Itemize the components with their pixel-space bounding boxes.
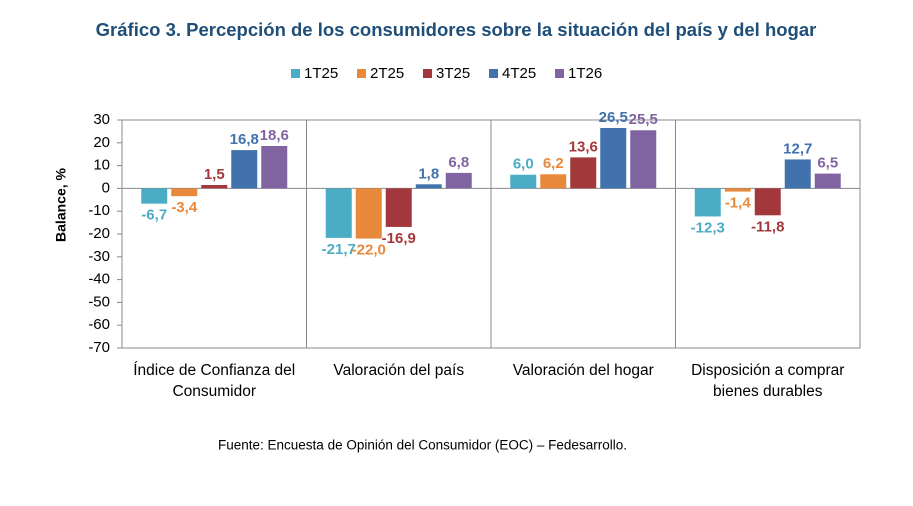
data-label: 6,8 bbox=[448, 154, 469, 171]
y-tick-label: -20 bbox=[88, 225, 110, 242]
y-tick-label: -10 bbox=[88, 202, 110, 219]
bar bbox=[415, 184, 442, 189]
legend-swatch bbox=[489, 69, 498, 78]
bar bbox=[814, 173, 841, 189]
data-label: 16,8 bbox=[230, 131, 259, 148]
data-label: 12,7 bbox=[783, 140, 812, 157]
data-label: 6,0 bbox=[513, 156, 534, 173]
bar bbox=[600, 127, 627, 189]
y-axis-label: Balance, % bbox=[53, 167, 69, 241]
data-label: 13,6 bbox=[569, 138, 598, 155]
bar bbox=[231, 150, 258, 189]
y-tick-label: -70 bbox=[88, 339, 110, 356]
y-tick-label: -40 bbox=[88, 271, 110, 288]
source: Fuente: Encuesta de Opinión del Consumid… bbox=[218, 438, 627, 453]
bar bbox=[325, 188, 352, 238]
y-tick-label: 0 bbox=[102, 179, 110, 196]
x-tick-label: Valoración del hogar bbox=[512, 362, 654, 379]
bar bbox=[355, 188, 382, 239]
x-tick-label: Valoración del país bbox=[333, 362, 465, 379]
legend-swatch bbox=[357, 69, 366, 78]
data-label: 6,2 bbox=[543, 155, 564, 172]
bar bbox=[724, 188, 751, 192]
legend-swatch bbox=[555, 69, 564, 78]
data-label: 1,8 bbox=[418, 165, 439, 182]
bar bbox=[445, 172, 472, 189]
bar bbox=[570, 157, 597, 189]
bar bbox=[754, 188, 781, 216]
bar bbox=[630, 130, 657, 189]
data-label: 26,5 bbox=[599, 109, 628, 126]
data-label: 6,5 bbox=[817, 155, 838, 172]
data-label: -11,8 bbox=[751, 218, 784, 235]
bar bbox=[510, 174, 537, 189]
chart-title: Gráfico 3. Percepción de los consumidore… bbox=[96, 19, 817, 40]
y-tick-label: 30 bbox=[93, 111, 110, 128]
data-label: -12,3 bbox=[691, 219, 725, 236]
y-tick-label: -30 bbox=[88, 248, 110, 265]
y-tick-label: -60 bbox=[88, 316, 110, 333]
bar bbox=[694, 188, 721, 217]
data-label: -22,0 bbox=[352, 242, 386, 259]
bar bbox=[141, 188, 168, 204]
bar bbox=[171, 188, 198, 197]
y-tick-label: -50 bbox=[88, 293, 110, 310]
x-tick-label: Índice de Confianza del Consumidor bbox=[133, 362, 296, 400]
legend-label: 3T25 bbox=[436, 65, 470, 82]
legend-swatch bbox=[291, 69, 300, 78]
data-label: 1,5 bbox=[204, 166, 225, 183]
bar bbox=[261, 145, 288, 189]
bar bbox=[540, 174, 567, 189]
data-label: -16,9 bbox=[382, 230, 416, 247]
legend-swatch bbox=[423, 69, 432, 78]
legend-label: 1T26 bbox=[568, 65, 602, 82]
y-tick-label: 10 bbox=[93, 157, 110, 174]
bar bbox=[784, 159, 811, 189]
data-label: 25,5 bbox=[629, 111, 658, 128]
y-tick-label: 20 bbox=[93, 134, 110, 151]
bar bbox=[201, 184, 228, 189]
data-label: -3,4 bbox=[171, 199, 198, 216]
data-label: -6,7 bbox=[141, 207, 167, 224]
bar bbox=[385, 188, 412, 227]
data-label: -1,4 bbox=[725, 195, 752, 212]
x-tick-label: Disposición a comprar bienes durables bbox=[691, 362, 845, 400]
legend-label: 2T25 bbox=[370, 65, 404, 82]
legend-label: 4T25 bbox=[502, 65, 536, 82]
legend-label: 1T25 bbox=[304, 65, 338, 82]
data-label: 18,6 bbox=[260, 127, 289, 144]
data-label: -21,7 bbox=[322, 241, 356, 258]
